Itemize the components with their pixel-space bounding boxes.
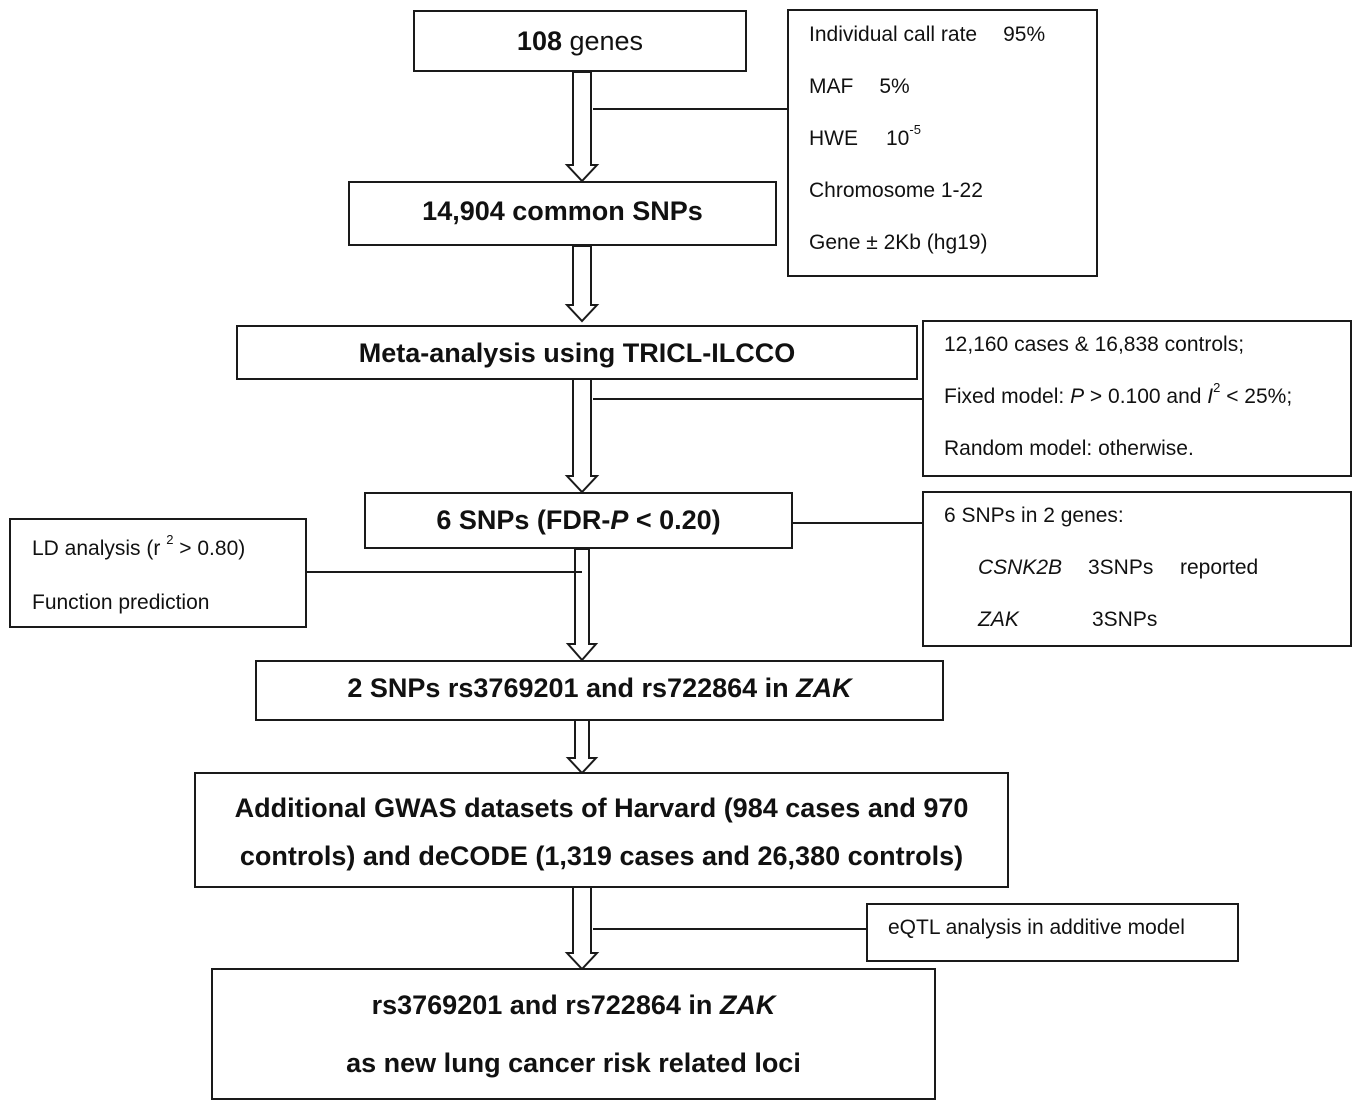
qc-maf: MAF 5%	[809, 75, 910, 98]
final-line2: as new lung cancer risk related loci	[346, 1048, 801, 1078]
step-final: rs3769201 and rs722864 in ZAK as new lun…	[211, 968, 936, 1100]
arrow-zak-to-gwas	[565, 719, 599, 775]
arrow-fdr-to-zak	[565, 548, 599, 662]
step-fdr-snps: 6 SNPs (FDR-P < 0.20)	[364, 492, 793, 549]
ld-analysis-line: LD analysis (r 2 > 0.80)	[32, 532, 246, 560]
gwas-line2: controls) and deCODE (1,319 cases and 26…	[239, 841, 964, 871]
fdr-prefix: 6 SNPs (FDR-	[436, 505, 611, 535]
gene-row-zak: ZAK 3SNPs	[978, 608, 1158, 631]
fdr-p: P	[610, 505, 629, 535]
step-genes: 108 genes	[413, 10, 747, 72]
final-line1: rs3769201 and rs722864 in ZAK	[213, 976, 934, 1034]
function-prediction-line: Function prediction	[32, 591, 210, 614]
genes-label: genes	[561, 26, 644, 56]
fdr-suffix: < 0.20)	[628, 505, 721, 535]
meta-analysis-text: Meta-analysis using TRICL-ILCCO	[358, 338, 796, 368]
gene-row-csnk2b: CSNK2B 3SNPs reported	[978, 556, 1259, 579]
arrow-meta-to-fdr	[564, 378, 600, 494]
zak-gene: ZAK	[796, 673, 852, 703]
genes-count: 108	[516, 26, 562, 56]
arrow-gwas-to-final	[564, 886, 600, 971]
gwas-line1: Additional GWAS datasets of Harvard (984…	[234, 793, 969, 823]
meta-fixed-model: Fixed model: P > 0.100 and I2 < 25%;	[944, 380, 1293, 408]
step-gwas: Additional GWAS datasets of Harvard (984…	[194, 772, 1009, 888]
qc-call-rate: Individual call rate 95%	[809, 23, 1046, 46]
step-common-snps: 14,904 common SNPs	[348, 181, 777, 246]
final-gene: ZAK	[719, 990, 776, 1020]
meta-model-box: 12,160 cases & 16,838 controls; Fixed mo…	[922, 320, 1352, 477]
qc-criteria-box: Individual call rate 95% MAF 5% HWE 10-5 Ch…	[787, 9, 1098, 277]
arrow-genes-to-snps	[564, 71, 600, 183]
qc-gene-region: Gene ± 2Kb (hg19)	[809, 231, 988, 254]
arrow-snps-to-meta	[564, 245, 600, 323]
eqtl-text: eQTL analysis in additive model	[888, 916, 1185, 939]
step-meta-analysis: Meta-analysis using TRICL-ILCCO	[236, 325, 918, 380]
snp-genes-box: 6 SNPs in 2 genes: CSNK2B 3SNPs reported Z…	[922, 491, 1352, 647]
eqtl-box: eQTL analysis in additive model	[866, 903, 1239, 962]
qc-chromosome: Chromosome 1-22	[809, 179, 983, 202]
meta-cases-controls: 12,160 cases & 16,838 controls;	[944, 333, 1245, 356]
step-zak-snps: 2 SNPs rs3769201 and rs722864 in ZAK	[255, 660, 944, 721]
qc-hwe: HWE 10-5	[809, 122, 921, 150]
snp-genes-title: 6 SNPs in 2 genes:	[944, 504, 1124, 527]
zak-snps-text: 2 SNPs rs3769201 and rs722864 in	[347, 673, 797, 703]
final-line1-text: rs3769201 and rs722864 in	[371, 990, 720, 1020]
common-snps-text: 14,904 common SNPs	[422, 196, 703, 226]
meta-random-model: Random model: otherwise.	[944, 437, 1194, 460]
ld-analysis-box: LD analysis (r 2 > 0.80) Function predic…	[9, 518, 307, 628]
